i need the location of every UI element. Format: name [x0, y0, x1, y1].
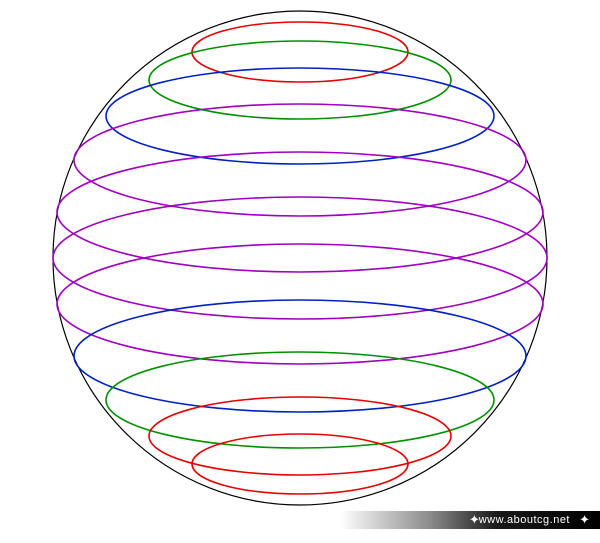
latitude-ellipse	[149, 397, 451, 475]
laurel-right-icon: ✦	[579, 512, 590, 528]
latitude-ellipse	[192, 22, 408, 82]
latitude-ellipse	[192, 434, 408, 494]
sphere-diagram	[0, 0, 600, 543]
latitude-ellipse	[74, 300, 526, 412]
sphere-outline	[53, 11, 547, 505]
latitude-ellipse	[57, 152, 543, 272]
watermark-text: www.aboutcg.net	[479, 511, 570, 529]
latitude-ellipse	[57, 244, 543, 364]
watermark-bar: ✦ www.aboutcg.net ✦	[340, 511, 600, 529]
latitude-ellipse	[74, 104, 526, 216]
latitude-ellipse	[149, 41, 451, 119]
